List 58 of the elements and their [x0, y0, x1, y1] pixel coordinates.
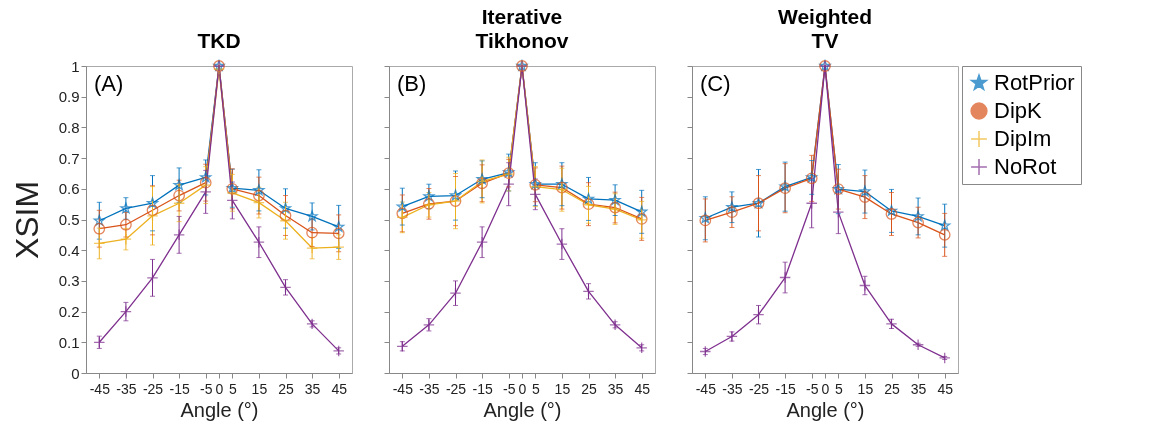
x-tick-label: 0: [215, 380, 224, 397]
x-tick-label: -45: [89, 380, 111, 397]
x-tick-label: 45: [937, 380, 954, 397]
y-tick-label: 0.2: [58, 303, 80, 321]
chart-title: Iterative Tikhonov: [475, 5, 569, 53]
x-tick-label: 35: [304, 380, 321, 397]
x-tick-label: -15: [472, 380, 493, 397]
x-axis-title: Angle (°): [483, 398, 562, 421]
x-tick-label: 5: [228, 380, 237, 397]
y-tick-label: 0.1: [58, 333, 80, 351]
chart-title: Weighted TV: [777, 5, 873, 53]
chart-title: TKD: [197, 29, 241, 53]
x-tick-label: 15: [857, 380, 874, 397]
y-tick-label: 0.3: [58, 272, 80, 290]
x-tick-label: 25: [884, 380, 900, 397]
legend-label: NoRot: [994, 154, 1057, 179]
y-tick-label: 0.5: [58, 211, 80, 228]
x-axis-title: Angle (°): [180, 398, 259, 421]
x-tick-label: -35: [116, 380, 137, 397]
y-tick-label: 0.8: [58, 118, 80, 136]
x-tick-label: 35: [607, 380, 624, 397]
x-tick-label: 45: [331, 380, 348, 397]
x-tick-label: -25: [142, 380, 164, 397]
x-tick-label: -45: [392, 380, 414, 397]
y-tick-label: 0.6: [58, 180, 80, 198]
x-axis-title: Angle (°): [786, 398, 865, 421]
x-tick-label: -35: [419, 380, 440, 397]
x-tick-label: -25: [445, 380, 467, 397]
x-tick-label: -5: [805, 380, 819, 397]
x-tick-label: -35: [722, 380, 743, 397]
x-tick-label: -5: [199, 380, 213, 397]
legend-label: RotPrior: [994, 70, 1075, 95]
x-tick-label: 25: [278, 380, 294, 397]
y-tick-label: 0.9: [58, 88, 80, 106]
legend-label: DipK: [994, 98, 1043, 123]
x-tick-label: -15: [169, 380, 190, 397]
x-tick-label: 0: [821, 380, 830, 397]
y-tick-label: 0: [71, 364, 80, 382]
x-tick-label: 0: [518, 380, 527, 397]
x-tick-label: 25: [581, 380, 597, 397]
annotation: (A): [94, 71, 124, 96]
x-tick-label: -45: [695, 380, 717, 397]
x-tick-label: 5: [531, 380, 540, 397]
legend-label: DipIm: [994, 126, 1052, 151]
y-tick-label: 0.7: [58, 149, 80, 167]
x-tick-label: -25: [748, 380, 770, 397]
x-tick-label: 15: [251, 380, 268, 397]
x-tick-label: 45: [634, 380, 651, 397]
annotation: (B): [397, 71, 427, 96]
y-axis-title: XSIM: [8, 180, 45, 260]
annotation: (C): [700, 71, 731, 96]
x-tick-label: 35: [910, 380, 927, 397]
y-tick-label: 0.4: [58, 241, 80, 259]
x-tick-label: 5: [834, 380, 843, 397]
x-tick-label: -5: [502, 380, 516, 397]
x-tick-label: 15: [554, 380, 571, 397]
x-tick-label: -15: [775, 380, 796, 397]
y-tick-label: 1: [71, 57, 80, 75]
